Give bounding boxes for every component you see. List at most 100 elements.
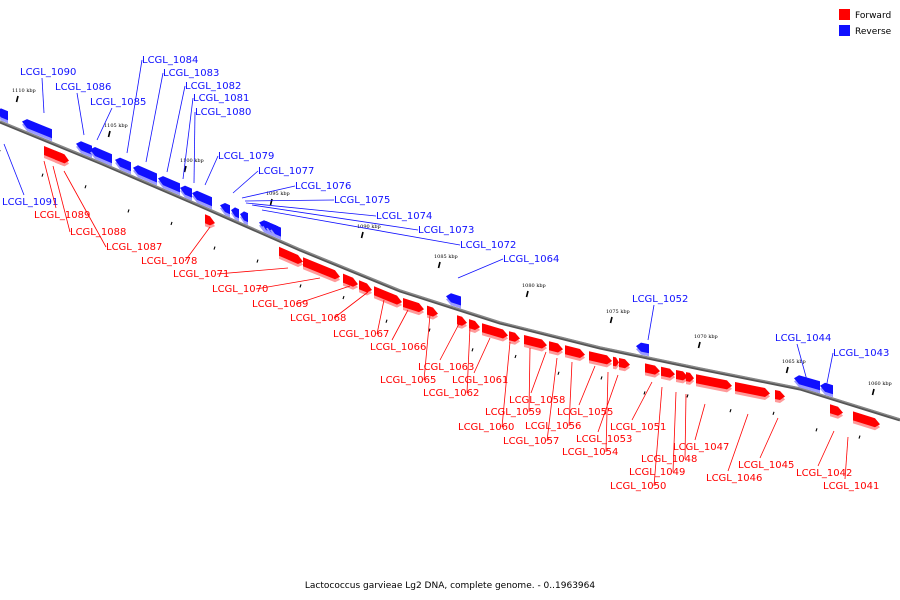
gene-arrow-lcgl_1046[interactable] xyxy=(735,382,770,400)
gene-arrow-body xyxy=(133,165,157,183)
gene-arrow-lcgl_1061[interactable] xyxy=(482,323,508,342)
gene-arrow-lcgl_1066[interactable] xyxy=(403,298,424,316)
gene-label-lcgl_1055[interactable]: LCGL_1055 xyxy=(557,365,613,418)
gene-arrow-lcgl_1087[interactable] xyxy=(60,152,69,167)
gene-label-lcgl_1080[interactable]: LCGL_1080 xyxy=(193,107,251,184)
gene-label-lcgl_1077[interactable]: LCGL_1077 xyxy=(232,166,314,194)
gene-label-text: LCGL_1055 xyxy=(557,407,613,418)
gene-label-lcgl_1085[interactable]: LCGL_1085 xyxy=(90,97,146,141)
gene-arrow-lcgl_1083[interactable] xyxy=(133,165,157,186)
gene-label-lcgl_1059[interactable]: LCGL_1059 xyxy=(485,347,541,418)
gene-label-lcgl_1043[interactable]: LCGL_1043 xyxy=(825,348,889,389)
gene-label-lcgl_1067[interactable]: LCGL_1067 xyxy=(333,299,389,340)
gene-arrow-lcgl_1049[interactable] xyxy=(676,370,688,384)
gene-label-lcgl_1087[interactable]: LCGL_1087 xyxy=(63,170,162,253)
gene-label-lcgl_1073[interactable]: LCGL_1073 xyxy=(251,204,474,236)
gene-arrow-lcgl_1085[interactable] xyxy=(90,147,112,167)
gene-label-lcgl_1082[interactable]: LCGL_1082 xyxy=(166,81,241,173)
gene-label-lcgl_1086[interactable]: LCGL_1086 xyxy=(55,82,111,136)
gene-label-lcgl_1071[interactable]: LCGL_1071 xyxy=(173,267,289,280)
gene-label-lcgl_1048[interactable]: LCGL_1048 xyxy=(641,393,697,465)
gene-arrow-lcgl_1076[interactable] xyxy=(240,211,248,226)
gene-label-lcgl_1083[interactable]: LCGL_1083 xyxy=(145,68,219,163)
gene-label-lcgl_1078[interactable]: LCGL_1078 xyxy=(141,226,211,267)
gene-label-lcgl_1084[interactable]: LCGL_1084 xyxy=(126,55,198,154)
gene-label-leader xyxy=(43,160,57,209)
gene-arrow-lcgl_1091[interactable] xyxy=(0,108,8,124)
gene-label-lcgl_1053[interactable]: LCGL_1053 xyxy=(576,374,632,445)
gene-label-lcgl_1062[interactable]: LCGL_1062 xyxy=(423,326,479,399)
gene-arrow-lcgl_1047[interactable] xyxy=(696,374,732,393)
gene-arrow-lcgl_1054[interactable] xyxy=(613,356,619,370)
gene-arrow-lcgl_1042[interactable] xyxy=(830,404,843,419)
gene-arrow-lcgl_1090[interactable] xyxy=(22,119,52,142)
gene-arrow-lcgl_1067[interactable] xyxy=(374,286,402,308)
gene-label-lcgl_1076[interactable]: LCGL_1076 xyxy=(241,181,351,199)
gene-label-lcgl_1044[interactable]: LCGL_1044 xyxy=(775,333,831,385)
gene-arrow-lcgl_1055[interactable] xyxy=(589,351,612,368)
gene-label-lcgl_1052[interactable]: LCGL_1052 xyxy=(632,294,688,341)
gene-label-lcgl_1091[interactable]: LCGL_1091 xyxy=(2,143,58,208)
gene-label-lcgl_1047[interactable]: LCGL_1047 xyxy=(673,403,729,453)
gene-label-lcgl_1074[interactable]: LCGL_1074 xyxy=(245,202,432,222)
gene-label-lcgl_1061[interactable]: LCGL_1061 xyxy=(452,337,508,386)
gene-label-lcgl_1060[interactable]: LCGL_1060 xyxy=(458,341,514,433)
gene-arrow-lcgl_1070[interactable] xyxy=(303,257,340,283)
gene-label-lcgl_1068[interactable]: LCGL_1068 xyxy=(290,291,369,324)
gene-label-lcgl_1063[interactable]: LCGL_1063 xyxy=(418,321,474,373)
gene-arrow-lcgl_1077[interactable] xyxy=(231,207,239,222)
gene-label-lcgl_1057[interactable]: LCGL_1057 xyxy=(503,357,559,447)
gene-arrow-lcgl_1072[interactable] xyxy=(270,225,281,240)
gene-label-lcgl_1089[interactable]: LCGL_1089 xyxy=(34,160,90,221)
gene-label-lcgl_1070[interactable]: LCGL_1070 xyxy=(212,277,321,295)
gene-arrow-lcgl_1086[interactable] xyxy=(76,141,92,158)
gene-label-lcgl_1079[interactable]: LCGL_1079 xyxy=(204,151,274,186)
gene-label-lcgl_1054[interactable]: LCGL_1054 xyxy=(562,371,618,458)
gene-label-lcgl_1075[interactable]: LCGL_1075 xyxy=(244,195,390,206)
gene-arrow-lcgl_1057[interactable] xyxy=(552,342,563,356)
gene-arrow-lcgl_1079[interactable] xyxy=(220,203,230,218)
gene-label-lcgl_1072[interactable]: LCGL_1072 xyxy=(261,209,516,251)
gene-arrow-lcgl_1062[interactable] xyxy=(469,319,480,333)
gene-arrow-lcgl_1069[interactable] xyxy=(343,273,358,290)
gene-label-lcgl_1046[interactable]: LCGL_1046 xyxy=(706,413,762,484)
gene-label-lcgl_1042[interactable]: LCGL_1042 xyxy=(796,430,852,479)
gene-arrow-lcgl_1045[interactable] xyxy=(775,390,785,403)
gene-arrow-lcgl_1041[interactable] xyxy=(853,411,880,431)
gene-arrow-lcgl_1064[interactable] xyxy=(446,293,461,309)
gene-label-lcgl_1066[interactable]: LCGL_1066 xyxy=(370,309,426,353)
gene-arrow-lcgl_1053[interactable] xyxy=(619,358,630,372)
gene-arrow-lcgl_1078[interactable] xyxy=(205,214,215,229)
gene-label-lcgl_1050[interactable]: LCGL_1050 xyxy=(610,386,666,492)
gene-arrow-lcgl_1059[interactable] xyxy=(524,335,547,352)
gene-arrow-lcgl_1051[interactable] xyxy=(645,363,660,378)
gene-arrow-lcgl_1052[interactable] xyxy=(636,342,649,357)
gene-arrow-lcgl_1071[interactable] xyxy=(279,246,303,267)
gene-label-lcgl_1051[interactable]: LCGL_1051 xyxy=(610,381,666,433)
gene-arrow-lcgl_1056[interactable] xyxy=(565,345,585,361)
gene-arrow-body xyxy=(303,257,340,280)
gene-arrow-lcgl_1080[interactable] xyxy=(192,190,212,210)
gene-label-lcgl_1090[interactable]: LCGL_1090 xyxy=(20,67,76,114)
gene-arrow-lcgl_1044[interactable] xyxy=(794,375,820,394)
gene-label-lcgl_1069[interactable]: LCGL_1069 xyxy=(252,285,351,310)
gene-label-lcgl_1088[interactable]: LCGL_1088 xyxy=(52,165,126,238)
gene-arrow-lcgl_1050[interactable] xyxy=(661,366,675,381)
gene-arrow-lcgl_1063[interactable] xyxy=(457,315,467,329)
gene-arrow-lcgl_1084[interactable] xyxy=(115,157,131,175)
gene-arrow-lcgl_1060[interactable] xyxy=(509,331,520,345)
gene-arrow-lcgl_1081[interactable] xyxy=(180,185,192,201)
gene-label-lcgl_1058[interactable]: LCGL_1058 xyxy=(509,351,565,406)
gene-label-lcgl_1081[interactable]: LCGL_1081 xyxy=(182,93,249,180)
gene-label-lcgl_1064[interactable]: LCGL_1064 xyxy=(457,254,559,279)
gene-label-lcgl_1065[interactable]: LCGL_1065 xyxy=(380,314,436,386)
gene-label-lcgl_1041[interactable]: LCGL_1041 xyxy=(823,436,879,492)
gene-label-lcgl_1045[interactable]: LCGL_1045 xyxy=(738,417,794,471)
gene-label-lcgl_1056[interactable]: LCGL_1056 xyxy=(525,361,581,432)
gene-arrow-lcgl_1048[interactable] xyxy=(686,372,694,385)
gene-arrow-lcgl_1082[interactable] xyxy=(158,176,180,196)
gene-label-lcgl_1049[interactable]: LCGL_1049 xyxy=(629,391,685,478)
gene-arrow-lcgl_1043[interactable] xyxy=(820,382,833,398)
gene-arrow-lcgl_1065[interactable] xyxy=(427,305,438,320)
gene-arrow-lcgl_1068[interactable] xyxy=(359,280,372,296)
